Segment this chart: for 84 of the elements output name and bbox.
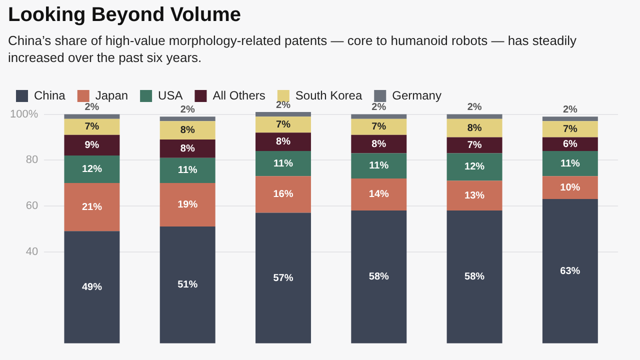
bar xyxy=(542,137,598,151)
legend-label: USA xyxy=(158,88,183,102)
legend-label: Germany xyxy=(392,88,442,102)
data-label: 2% xyxy=(276,100,291,111)
data-label: 2% xyxy=(562,104,578,116)
data-label: 10% xyxy=(560,182,580,194)
data-label: 12% xyxy=(82,164,102,176)
bar xyxy=(351,210,407,344)
bar xyxy=(160,139,216,158)
data-label: 58% xyxy=(368,272,390,283)
bar xyxy=(64,231,120,344)
data-label: 63% xyxy=(560,266,580,277)
legend-label: South Korea xyxy=(295,88,362,102)
data-label: 8% xyxy=(372,138,386,150)
bar xyxy=(256,212,311,344)
data-label: 9% xyxy=(84,140,100,151)
bar xyxy=(351,153,407,178)
y-tick-label: 40 xyxy=(26,246,38,258)
y-tick-label: 60 xyxy=(26,200,38,212)
bar xyxy=(160,158,216,184)
bar xyxy=(160,116,216,122)
bar xyxy=(542,116,598,122)
bar xyxy=(351,178,407,211)
data-label: 2% xyxy=(467,102,482,114)
y-tick-label: 80 xyxy=(26,154,38,166)
legend-label: All Others xyxy=(212,88,266,102)
bar xyxy=(446,137,502,154)
chart-title: Looking Beyond Volume xyxy=(8,4,241,27)
legend-label: Japan xyxy=(95,88,128,102)
data-label: 8% xyxy=(180,143,195,154)
data-label: 8% xyxy=(276,136,291,148)
data-label: 14% xyxy=(368,189,390,200)
data-label: 16% xyxy=(273,189,294,200)
bar xyxy=(64,114,120,119)
bar xyxy=(160,183,216,227)
data-label: 7% xyxy=(372,122,386,133)
bar xyxy=(446,153,502,181)
data-label: 13% xyxy=(464,190,485,202)
y-tick-label: 100% xyxy=(10,108,38,120)
bar xyxy=(542,150,598,176)
chart-subtitle: China’s share of high-value morphology-related patents — core to humanoid robots — has steadily increased over the past six years. xyxy=(8,32,578,66)
data-label: 6% xyxy=(562,138,578,150)
data-label: 57% xyxy=(273,272,294,284)
bar xyxy=(542,121,598,138)
data-label: 7% xyxy=(467,140,482,151)
bar xyxy=(542,199,598,344)
bar xyxy=(256,176,311,213)
data-label: 58% xyxy=(464,272,485,283)
bar xyxy=(446,118,502,138)
bar xyxy=(256,150,311,176)
data-label: 7% xyxy=(562,124,578,135)
data-label: 7% xyxy=(84,122,100,133)
bar xyxy=(351,114,407,119)
bar xyxy=(160,121,216,140)
bar xyxy=(256,132,311,151)
data-label: 51% xyxy=(178,280,198,291)
data-label: 8% xyxy=(467,122,482,134)
bar xyxy=(446,114,502,119)
data-label: 11% xyxy=(274,158,294,170)
bar xyxy=(446,180,502,211)
bar xyxy=(64,183,120,232)
data-label: 11% xyxy=(178,165,198,176)
data-label: 11% xyxy=(560,158,580,170)
bar xyxy=(256,116,311,133)
data-label: 21% xyxy=(82,202,102,213)
bar xyxy=(351,118,407,135)
bar xyxy=(64,134,120,156)
data-label: 8% xyxy=(180,125,195,136)
bar xyxy=(446,210,502,344)
data-label: 11% xyxy=(369,160,389,172)
data-label: 7% xyxy=(276,119,291,130)
data-label: 19% xyxy=(178,200,198,211)
data-label: 2% xyxy=(84,102,100,114)
bar xyxy=(64,118,120,135)
data-label: 12% xyxy=(464,162,485,173)
bar xyxy=(64,156,120,184)
bar xyxy=(256,112,311,117)
bar xyxy=(542,176,598,200)
bar xyxy=(351,134,407,154)
data-label: 2% xyxy=(180,104,195,116)
legend-label: China xyxy=(34,88,66,102)
bar xyxy=(160,226,216,344)
data-label: 2% xyxy=(372,102,386,114)
data-label: 49% xyxy=(82,282,102,294)
